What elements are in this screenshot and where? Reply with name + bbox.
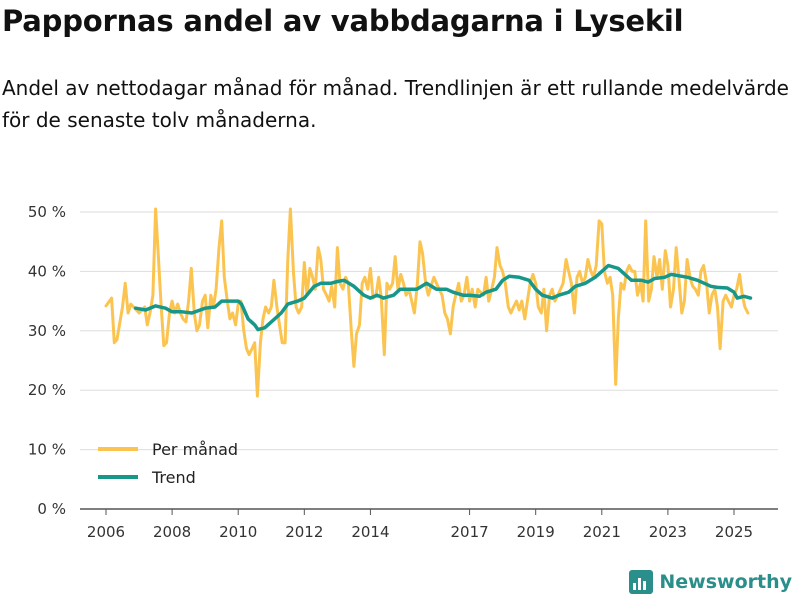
y-tick-label: 50 % (28, 203, 66, 221)
brand-name: Newsworthy (659, 571, 792, 593)
brand-logo: Newsworthy (629, 570, 792, 594)
x-tick-label: 2025 (715, 523, 753, 541)
y-tick-label: 0 % (37, 500, 66, 518)
x-tick-label: 2006 (87, 523, 125, 541)
legend: Per månad Trend (98, 440, 238, 487)
grid-lines (80, 211, 778, 510)
x-tick-label: 2010 (219, 523, 257, 541)
x-tick-label: 2021 (583, 523, 621, 541)
series-line-per-month (104, 207, 750, 398)
legend-label-trend: Trend (151, 468, 196, 487)
x-tick-label: 2012 (285, 523, 323, 541)
bar-chart-icon (629, 570, 654, 594)
x-tick-label: 2019 (517, 523, 555, 541)
chart-title: Pappornas andel av vabbdagarna i Lysekil (2, 4, 684, 38)
y-tick-label: 30 % (28, 322, 66, 340)
y-tick-label: 10 % (28, 441, 66, 459)
series-line-trend (133, 263, 753, 332)
series-layer (104, 207, 753, 398)
x-tick-label: 2014 (351, 523, 389, 541)
chart-subtitle: Andel av nettodagar månad för månad. Tre… (2, 76, 789, 132)
legend-label-per-month: Per månad (152, 440, 238, 459)
x-tick-label: 2017 (450, 523, 488, 541)
y-tick-label: 20 % (28, 381, 66, 399)
y-axis: 0 % 10 % 20 % 30 % 40 % 50 % (28, 203, 66, 518)
x-tick-label: 2023 (649, 523, 687, 541)
x-axis: 2006 2008 2010 2012 2014 2017 2019 2021 2023 2025 (87, 509, 753, 541)
x-tick-label: 2008 (153, 523, 191, 541)
y-tick-label: 40 % (28, 262, 66, 280)
